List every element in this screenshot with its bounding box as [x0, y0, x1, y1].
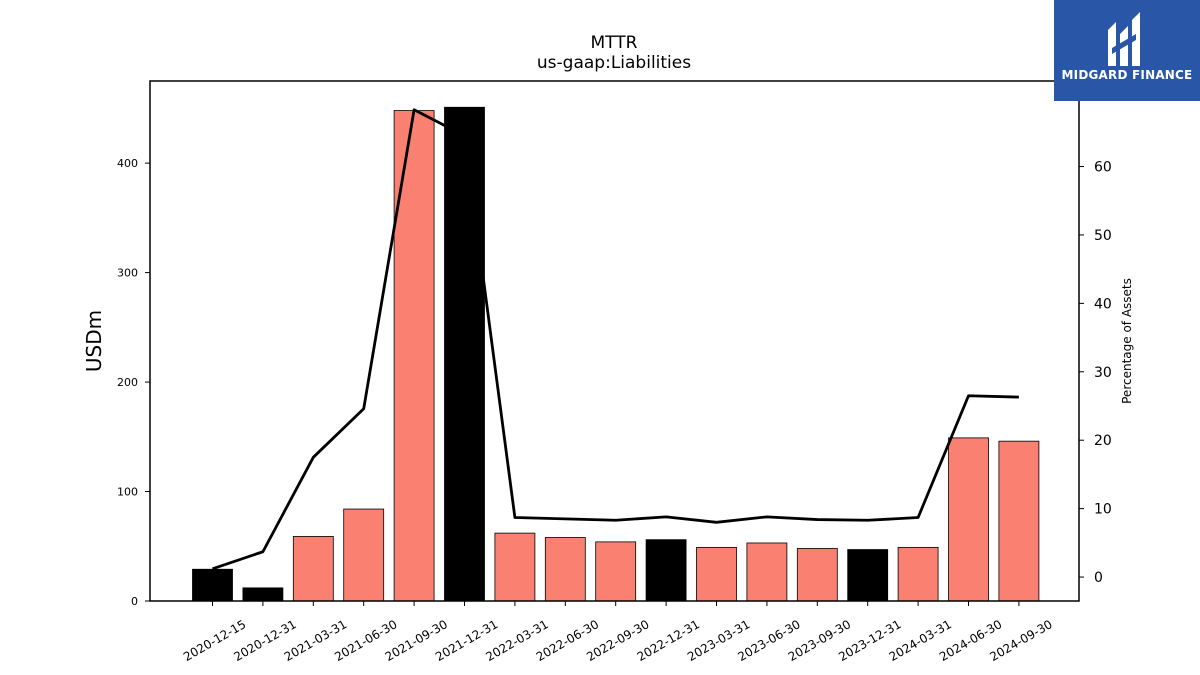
x-axis: 2020-12-152020-12-312021-03-312021-06-30… [181, 601, 1055, 664]
line-series [212, 108, 1019, 571]
y2-tick-label: 20 [1094, 433, 1112, 449]
chart-title: MTTR [591, 33, 638, 53]
bar [444, 106, 485, 602]
y2-tick-label: 40 [1094, 296, 1112, 312]
bar [343, 508, 385, 602]
y2-tick-label: 0 [1094, 570, 1103, 586]
bar [696, 546, 737, 602]
y2-tick-label: 30 [1094, 365, 1112, 381]
bar [595, 541, 637, 602]
y2-axis-label: Percentage of Assets [1120, 278, 1134, 404]
y-axis-label: USDm [82, 310, 106, 372]
line-path [212, 108, 1019, 571]
midgard-logo-icon [1108, 12, 1140, 66]
y-tick-label: 200 [117, 376, 138, 389]
bar [948, 437, 989, 602]
bar [544, 537, 586, 602]
chart-subtitle: us-gaap:Liabilities [537, 53, 691, 73]
y-tick-label: 300 [117, 267, 138, 280]
bar [897, 546, 939, 602]
y-axis-right: 0 10 20 30 40 50 60 [1079, 160, 1112, 586]
y-tick-label: 400 [117, 157, 138, 170]
plot-frame [149, 80, 1080, 602]
y-tick-label: 0 [131, 595, 138, 608]
y-tick-label: 100 [117, 486, 138, 499]
bar [796, 548, 838, 602]
bar [645, 539, 687, 602]
y-axis-left: 0 100 200 300 400 [117, 157, 150, 608]
brand-logo: MIDGARD FINANCE [1054, 0, 1200, 101]
y2-tick-label: 60 [1094, 160, 1112, 176]
bar [393, 110, 435, 602]
bar [746, 542, 788, 602]
bar [242, 587, 284, 602]
bar [998, 440, 1040, 602]
bar [494, 532, 536, 602]
bar [847, 549, 889, 602]
y2-tick-label: 50 [1094, 228, 1112, 244]
bar [192, 568, 233, 602]
y2-tick-label: 10 [1094, 502, 1112, 518]
bar [292, 536, 334, 602]
bar-series [192, 106, 1040, 602]
brand-name: MIDGARD FINANCE [1061, 68, 1193, 82]
